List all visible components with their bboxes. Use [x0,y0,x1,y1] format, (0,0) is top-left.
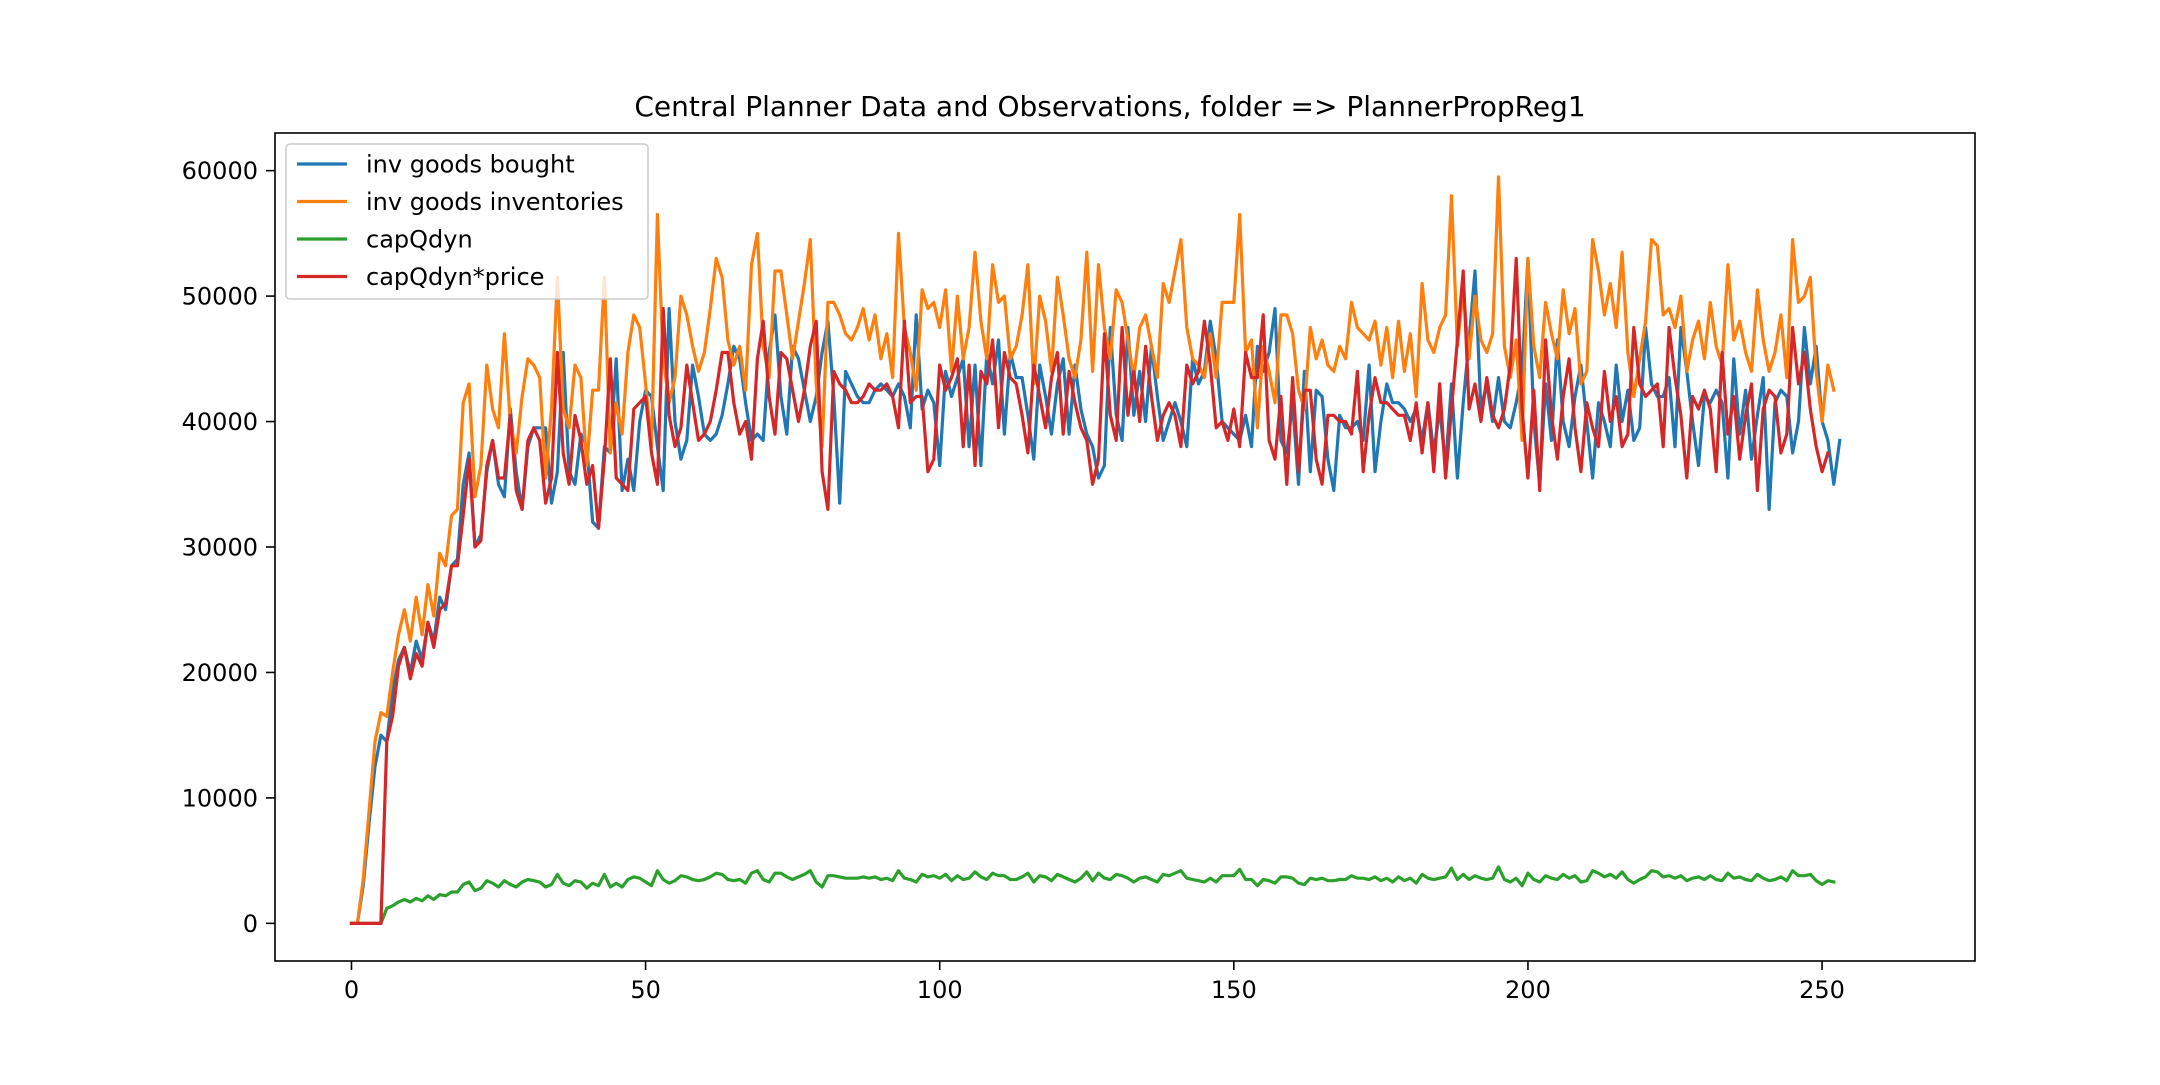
series-line-4 [349,256,1830,925]
y-tick-label: 50000 [182,283,258,311]
chart-title: Central Planner Data and Observations, f… [634,90,1585,123]
axes-frame [274,132,1976,962]
legend-label: capQdyn [366,226,473,254]
legend-label: capQdyn*price [366,263,544,291]
x-tick-label: 200 [1505,976,1551,1004]
x-tick-label: 150 [1211,976,1257,1004]
y-tick-label: 20000 [182,659,258,687]
y-tick-label: 60000 [182,157,258,185]
y-tick-label: 40000 [182,408,258,436]
series-line-2 [349,175,1836,925]
legend-box [285,143,649,300]
plot-area: 0 50 100 150 200 250 0 10000 20000 30000 40000 5000… [182,132,1976,1004]
series-line-3 [349,865,1836,925]
x-tick-label: 100 [917,976,963,1004]
y-tick-label: 0 [243,910,258,938]
x-tick-label: 50 [630,976,661,1004]
y-tick-label: 30000 [182,534,258,562]
legend-label: inv goods inventories [366,188,624,216]
legend-label: inv goods bought [366,151,575,179]
x-tick-label: 0 [344,976,359,1004]
y-tick-label: 10000 [182,784,258,812]
x-tick-label: 250 [1799,976,1845,1004]
